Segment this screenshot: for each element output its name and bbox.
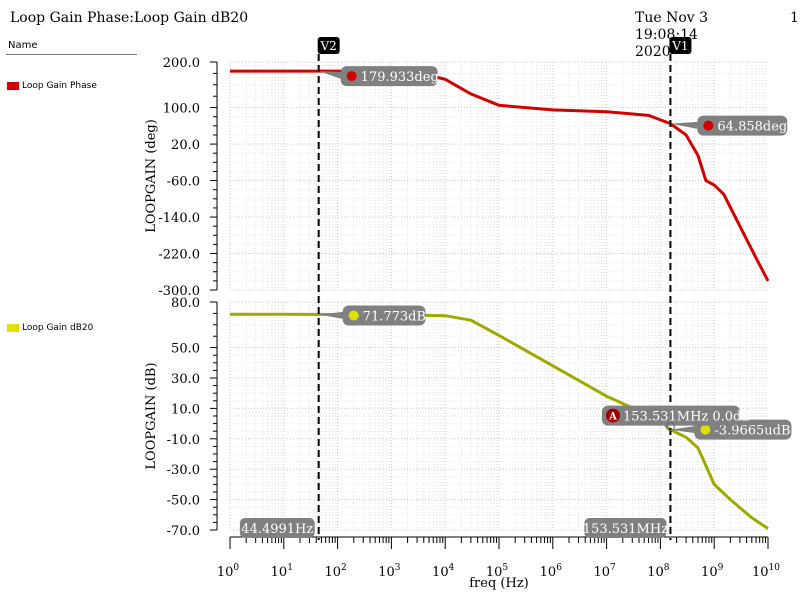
- annotation-dot: [700, 424, 711, 435]
- y-tick-label: -300.0: [158, 284, 200, 299]
- annotation-marker-letter: A: [608, 412, 617, 423]
- x-tick-label: 101: [271, 563, 293, 580]
- annotation-badge: 179.933deg: [318, 66, 439, 87]
- annotation-pointer: [318, 71, 345, 81]
- y-axis-label: LOOPGAIN (deg): [144, 119, 159, 233]
- timestamp: Tue Nov 3 19:08:14 2020: [635, 10, 775, 61]
- y-tick-label: -140.0: [158, 211, 200, 226]
- legend-label-phase: Loop Gain Phase: [22, 81, 97, 91]
- x-axis: 100 101 102 103 104 105 106 107 108 109 1010 freq (…: [217, 536, 780, 591]
- annotation-dot: [346, 71, 357, 82]
- x-tick-label: 109: [701, 563, 724, 580]
- y-tick-label: -70.0: [167, 524, 200, 539]
- annotation-badge-a: A 153.531MHz 0.0dB: [602, 405, 751, 432]
- page-number: 1: [790, 10, 799, 26]
- x-tick-label: 1010: [752, 563, 780, 580]
- x-axis-label: freq (Hz): [469, 576, 529, 591]
- y-tick-label: -220.0: [158, 248, 200, 263]
- y-tick-label: 200.0: [163, 56, 200, 71]
- annotation-pointer: [670, 425, 699, 434]
- y-tick-label: -50.0: [167, 494, 200, 509]
- legend-panel: Name Loop Gain Phase Loop Gain dB20: [0, 36, 140, 596]
- marker-tag: [669, 37, 692, 54]
- window-title: Loop Gain Phase:Loop Gain dB20: [10, 10, 249, 26]
- timestamp-line2: 2020: [635, 44, 671, 60]
- annotation-dot: [703, 120, 714, 131]
- x-tick-label: 106: [540, 563, 563, 580]
- x-tick-label: 108: [647, 563, 670, 580]
- marker-tag-label: V1: [671, 39, 688, 53]
- marker-readout-label: 44.4991Hz: [241, 522, 313, 537]
- annotation-target: [665, 422, 675, 432]
- annotation-label: 179.933deg: [361, 70, 439, 85]
- annotation-pointer: [670, 121, 702, 130]
- y-tick-label: 50.0: [171, 342, 200, 357]
- marker-v1: V1 153.531MHz: [583, 37, 692, 540]
- legend-label-db20: Loop Gain dB20: [22, 323, 94, 333]
- annotation-dot: [348, 310, 359, 321]
- marker-readout-bg: [584, 518, 667, 538]
- y-tick-label: -30.0: [167, 463, 200, 478]
- x-tick-label: 102: [324, 563, 346, 580]
- x-tick-label: 105: [486, 563, 509, 580]
- legend-divider: [6, 54, 137, 55]
- annotation-label: 64.858deg: [717, 120, 787, 135]
- annotation-bg: [697, 115, 788, 136]
- annotation-label: 71.773dB: [363, 310, 426, 325]
- x-tick-label: 103: [378, 563, 401, 580]
- legend-header: Name: [8, 40, 38, 51]
- legend-swatch-db20: [7, 324, 19, 332]
- marker-readout-bg: [239, 518, 315, 538]
- annotation-label: -3.9665udB: [714, 424, 790, 439]
- y-tick-label: 10.0: [171, 402, 200, 417]
- title-bar: Loop Gain Phase:Loop Gain dB20 Tue Nov 3…: [0, 0, 800, 60]
- y-tick-label: -60.0: [167, 175, 200, 190]
- y-tick-label: -10.0: [167, 433, 200, 448]
- annotation-bg: [342, 305, 426, 326]
- chart-panel-1: 200.0 100.0 20.0 -60.0 -140.0 -220.0 -300.0 LOO…: [144, 56, 770, 299]
- marker-readout-label: 153.531MHz: [583, 522, 668, 537]
- y-axis-label: LOOPGAIN (dB): [144, 362, 159, 469]
- x-tick-label: 107: [593, 563, 616, 580]
- annotation-label: 153.531MHz 0.0dB: [623, 410, 751, 425]
- annotation-dot: [606, 408, 620, 423]
- marker-v2: V2 44.4991Hz: [239, 37, 340, 540]
- legend-swatch-phase: [7, 82, 19, 90]
- x-tick-label: 104: [432, 563, 455, 580]
- marker-tag-label: V2: [320, 39, 337, 53]
- y-tick-label: 80.0: [171, 296, 200, 311]
- x-tick-label: 100: [217, 563, 240, 580]
- legend-item-loop-gain-phase[interactable]: Loop Gain Phase: [7, 81, 97, 91]
- y-tick-label: 100.0: [163, 102, 200, 117]
- marker-tag: [317, 37, 340, 54]
- annotation-pointer: [318, 311, 347, 320]
- annotation-badge: 64.858deg: [670, 115, 788, 136]
- y-tick-label: 30.0: [171, 372, 200, 387]
- annotation-bg: [602, 405, 740, 426]
- annotation-badge: 71.773dB: [318, 305, 426, 326]
- y-tick-label: 20.0: [171, 138, 200, 153]
- annotation-bg: [340, 66, 438, 87]
- legend-item-loop-gain-db20[interactable]: Loop Gain dB20: [7, 323, 93, 333]
